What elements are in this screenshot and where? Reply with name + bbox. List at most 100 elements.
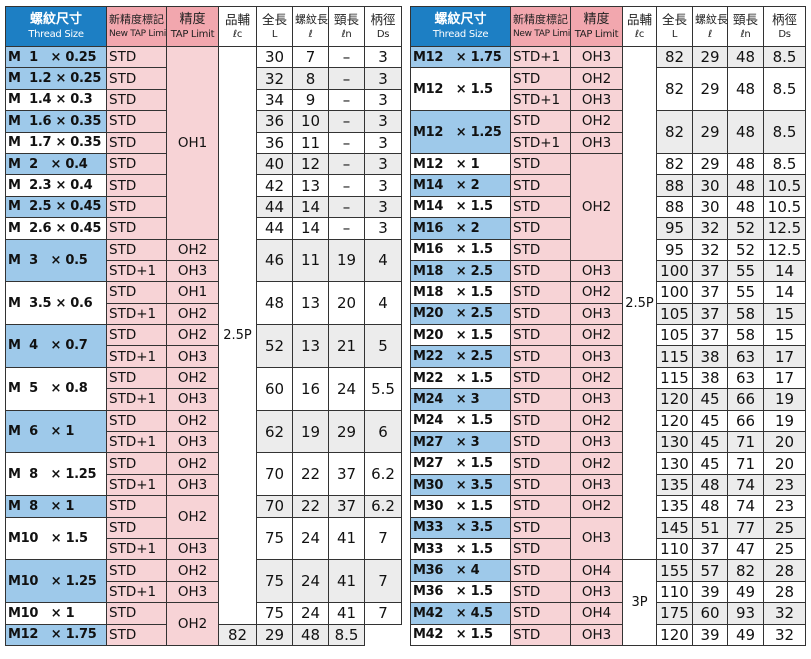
table-row: M20 × 1.5 STD OH2 105 37 58 15: [410, 324, 806, 347]
thread-length-cell: 24: [292, 559, 329, 604]
shank-diameter-cell: 19: [763, 388, 806, 411]
thread-length-cell: 45: [692, 431, 728, 454]
table-row: STD+1 OH3: [6, 345, 402, 368]
shank-diameter-cell: 7: [364, 602, 402, 625]
tap-limit-cell: OH1: [166, 46, 219, 240]
shank-diameter-cell: 3: [364, 131, 402, 154]
thread-length-cell: 8: [292, 67, 329, 90]
tap-limit-cell: OH3: [570, 516, 623, 561]
table-row: M36 × 4 STD OH4 3P 155 57 82 28: [410, 559, 806, 646]
neck-length-cell: –: [328, 174, 365, 197]
thread-length-cell: 13: [292, 174, 329, 197]
shank-diameter-cell: 25: [763, 537, 806, 561]
total-length-cell: 34: [256, 88, 293, 112]
thread-length-cell: 10: [292, 110, 329, 133]
thread-length-cell: 45: [692, 452, 728, 475]
table-row: M12 × 1.75 STD 82 29 48 8.5: [5, 623, 402, 646]
thread-length-cell: 37: [692, 324, 728, 347]
new-tap-limit-cell: STD: [510, 495, 571, 518]
aux-cell: 2.5P: [622, 45, 657, 561]
total-length-cell: 130: [656, 452, 693, 475]
new-tap-limit-cell: STD: [106, 516, 167, 539]
new-tap-limit-cell: STD+1: [106, 388, 167, 411]
thread-length-cell: 32: [692, 217, 728, 240]
total-length-cell: 145: [656, 516, 693, 539]
neck-length-cell: 37: [328, 452, 365, 497]
thread-length-cell: 51: [692, 516, 728, 539]
table-row: M18 × 2.5 STD OH3 100 37 55 14: [410, 259, 806, 283]
thread-size-cell: M 2 × 0.4: [5, 152, 107, 176]
shank-diameter-cell: 20: [763, 431, 806, 454]
neck-length-cell: 48: [292, 623, 329, 646]
new-tap-limit-cell: STD: [106, 110, 167, 133]
thread-size-cell: M10 × 1.25: [5, 559, 107, 604]
tap-limit-cell: OH2: [570, 110, 623, 133]
thread-length-cell: 22: [292, 495, 329, 518]
table-row: M27 × 3 STD OH3 130 45 71 20: [410, 431, 806, 454]
tap-limit-cell: OH2: [570, 67, 623, 90]
thread-length-cell: 37: [692, 537, 728, 561]
thread-length-cell: 13: [292, 324, 329, 368]
header-thread-size: 螺紋尺寸 Thread Size: [410, 6, 511, 47]
tap-limit-cell: OH2: [166, 495, 219, 539]
table-row: M42 × 1.5 STD OH3 120 39 49 32: [410, 623, 806, 646]
thread-size-cell: M10 × 1.5: [5, 516, 107, 561]
total-length-cell: 70: [256, 452, 293, 497]
header-thread-size: 螺紋尺寸 Thread Size: [5, 6, 107, 47]
thread-length-cell: 24: [292, 516, 329, 561]
neck-length-cell: 52: [727, 217, 764, 240]
table-row: M 2.5 × 0.45 STD 44 14–3: [5, 195, 402, 219]
thread-length-cell: 39: [692, 580, 728, 604]
thread-size-cell: M18 × 2.5: [410, 259, 511, 283]
neck-length-cell: 29: [328, 409, 365, 454]
total-length-cell: 120: [656, 409, 693, 433]
thread-size-cell: M36 × 1.5: [410, 580, 511, 604]
thread-length-cell: 45: [692, 409, 728, 433]
new-tap-limit-cell: STD: [106, 131, 167, 154]
shank-diameter-cell: 4: [364, 238, 402, 283]
neck-length-cell: 71: [727, 452, 764, 475]
neck-length-cell: –: [328, 131, 365, 154]
neck-length-cell: 93: [727, 602, 764, 625]
neck-length-cell: 48: [727, 195, 764, 219]
thread-size-cell: M12 × 1.25: [410, 110, 511, 154]
thread-size-cell: M30 × 1.5: [410, 495, 511, 518]
neck-length-cell: 82: [727, 559, 764, 582]
neck-length-cell: 21: [328, 324, 365, 368]
table-row: M24 × 3 STD OH3 120 45 66 19: [410, 388, 806, 411]
thread-size-cell: M22 × 2.5: [410, 345, 511, 368]
total-length-cell: 75: [256, 602, 293, 625]
total-length-cell: 60: [256, 366, 293, 411]
header-total-length: 全長 L: [656, 6, 693, 47]
new-tap-limit-cell: STD: [510, 174, 571, 197]
thread-size-cell: M 2.3 × 0.4: [5, 174, 107, 197]
thread-size-cell: M 6 × 1: [5, 409, 107, 454]
thread-size-cell: M 1.2 × 0.25: [5, 67, 107, 90]
new-tap-limit-cell: STD: [510, 623, 571, 646]
thread-size-cell: M14 × 2: [410, 174, 511, 197]
table-row: M22 × 2.5 STD OH3 115 38 63 17: [410, 345, 806, 368]
new-tap-limit-cell: STD: [510, 366, 571, 390]
thread-length-cell: 45: [692, 388, 728, 411]
shank-diameter-cell: 3: [364, 45, 402, 69]
thread-size-cell: M20 × 1.5: [410, 324, 511, 347]
thread-size-cell: M 2.6 × 0.45: [5, 217, 107, 240]
header-aux: 品輔 ℓc: [622, 6, 657, 47]
total-length-cell: 95: [656, 238, 693, 261]
table-row: M24 × 1.5 STD OH2 120 45 66 19: [410, 409, 806, 433]
total-length-cell: 36: [256, 131, 293, 154]
shank-diameter-cell: 32: [763, 623, 806, 646]
table-row: STD+1 OH3: [6, 537, 402, 561]
thread-size-cell: M 1 × 0.25: [5, 45, 107, 69]
tap-limit-cell: OH3: [570, 473, 623, 497]
total-length-cell: 88: [656, 195, 693, 219]
total-length-cell: 88: [656, 174, 693, 197]
new-tap-limit-cell: STD: [510, 345, 571, 368]
total-length-cell: 62: [256, 409, 293, 454]
thread-size-cell: M36 × 4: [410, 559, 511, 582]
shank-diameter-cell: 14: [763, 281, 806, 304]
thread-length-cell: 29: [692, 67, 728, 112]
thread-length-cell: 24: [292, 602, 329, 625]
neck-length-cell: 55: [727, 281, 764, 304]
new-tap-limit-cell: STD: [510, 452, 571, 475]
